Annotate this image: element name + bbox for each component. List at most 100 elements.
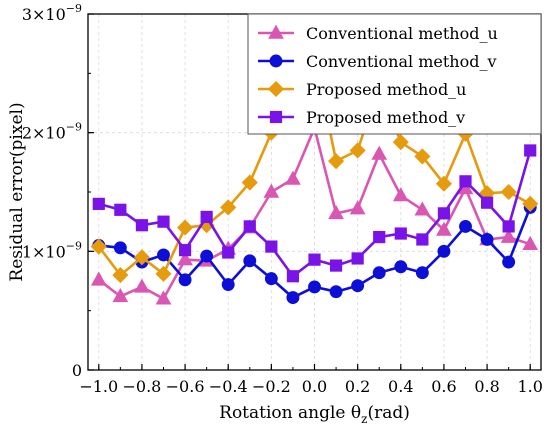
y-tick-base: 0 [72,361,82,380]
data-point [112,288,129,303]
x-tick-label: −1.0 [79,377,118,396]
data-point [285,170,301,185]
data-point [114,203,127,216]
data-point [155,290,172,305]
data-point [155,265,172,282]
data-point [308,280,321,294]
data-point [414,201,431,216]
data-point [157,215,170,228]
data-point [522,195,539,212]
data-point [480,196,494,209]
data-point [177,219,194,236]
x-tick-label: 0.6 [431,377,456,396]
y-tick-label: 3×10−9 [22,2,82,24]
data-point [265,240,278,253]
data-point [329,285,343,299]
y-tick-exponent: −9 [66,239,82,252]
data-point [286,270,300,283]
data-point [351,279,365,293]
data-point [221,278,235,292]
data-point [220,199,237,216]
legend-box [247,13,542,135]
data-point [177,251,193,266]
x-tick-label: 0.8 [474,377,499,396]
x-tick-label: 0.4 [388,377,413,396]
legend-item: Conventional method_u [258,24,498,43]
legend-item: Proposed method_v [258,108,465,127]
x-tick-label: −0.2 [252,377,291,396]
data-point [222,246,235,259]
data-point [480,233,494,246]
data-point [178,244,192,257]
data-point [435,175,452,192]
data-point [502,255,516,269]
data-point [135,219,149,232]
y-tick-base: 2×10 [22,124,66,143]
data-point [524,144,537,157]
data-point [243,254,257,268]
data-point [414,148,431,165]
data-point [112,267,129,284]
data-point [437,207,451,220]
y-tick-exponent: −9 [66,121,82,134]
data-point [133,249,150,266]
data-point [92,197,105,210]
data-point [371,145,388,160]
x-tick-label: −0.4 [209,377,248,396]
data-point [328,153,345,170]
data-point [373,230,386,244]
data-point [349,142,366,159]
series-2 [92,200,537,305]
data-point [394,227,407,240]
data-point [241,174,258,191]
y-tick-base: 3×10 [22,5,66,24]
ticks: −1.0 −0.8 −0.6 −0.4 −0.2 0.0 0.2 0.4 0.6 0.8 1.0 0 1… [22,2,543,396]
y-tick-label: 2×10−9 [22,121,82,143]
series-4 [92,144,537,283]
legend: Conventional method_u Conventional method… [247,13,542,135]
legend-marker [267,80,285,98]
legend-label: Conventional method_u [306,24,498,43]
data-point [113,241,127,255]
data-point [308,253,321,266]
data-point [286,291,300,305]
legend-label: Proposed method_u [306,80,466,99]
data-point [243,220,256,233]
legend-item: Conventional method_v [258,52,497,71]
data-point [459,175,472,188]
legend-label: Conventional method_v [306,52,497,71]
data-point [436,221,452,236]
x-tick-label: −0.6 [166,377,205,396]
data-point [90,271,107,286]
data-point [178,273,192,287]
data-point [500,183,517,201]
data-point [459,219,472,233]
y-tick-exponent: −9 [66,2,82,15]
x-axis-label-sub: z [361,412,367,426]
y-axis-label: Residual error(pixel) [7,102,27,281]
data-point [329,259,343,272]
data-point [372,266,386,280]
legend-item: Proposed method_u [258,80,466,99]
x-tick-label: 1.0 [517,377,542,396]
data-point [437,244,451,258]
x-tick-label: −0.8 [122,377,161,396]
legend-label: Proposed method_v [306,108,465,127]
data-point [328,204,344,220]
legend-marker [269,54,283,68]
data-point [349,200,366,215]
data-point [263,183,280,198]
legend-marker [269,110,283,124]
data-point [90,238,107,255]
data-point [351,252,364,265]
data-point [500,228,517,243]
data-point [394,260,408,274]
data-point [392,187,409,202]
legend-marker [268,24,284,39]
x-tick-label: 0.2 [345,377,370,396]
data-point [264,272,278,286]
x-tick-label: 0.0 [302,377,327,396]
y-tick-label: 1×10−9 [22,239,82,261]
